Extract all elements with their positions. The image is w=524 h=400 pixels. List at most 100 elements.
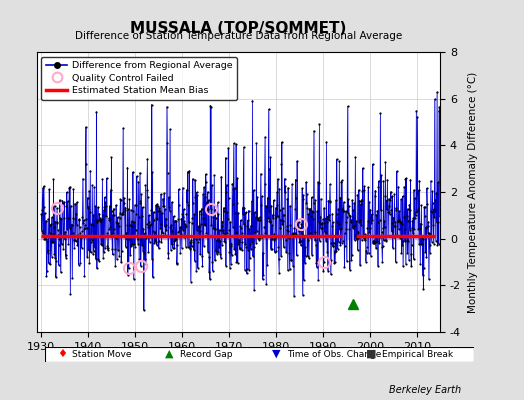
- Point: [192, 189, 201, 196]
- Point: [247, 246, 255, 252]
- Point: [277, 161, 286, 168]
- Point: [135, 214, 143, 220]
- Point: [255, 214, 264, 220]
- Point: [78, 244, 86, 251]
- Point: [189, 239, 198, 245]
- Point: [351, 221, 359, 228]
- Point: [212, 214, 220, 221]
- Point: [200, 184, 208, 190]
- Point: [428, 209, 436, 216]
- Point: [259, 272, 268, 278]
- Point: [122, 244, 130, 250]
- Point: [170, 245, 179, 251]
- Point: [275, 270, 283, 276]
- Point: [332, 156, 341, 163]
- Point: [175, 228, 183, 234]
- Point: [111, 263, 119, 269]
- Point: [320, 258, 328, 265]
- Point: [75, 217, 83, 224]
- Point: [296, 238, 304, 244]
- Point: [116, 196, 125, 202]
- Point: [413, 114, 422, 120]
- Point: [77, 232, 85, 239]
- Point: [313, 208, 321, 215]
- Point: [85, 260, 94, 266]
- Point: [356, 217, 365, 223]
- Point: [420, 264, 428, 271]
- Point: [203, 199, 211, 205]
- Point: [73, 242, 82, 248]
- Point: [435, 213, 444, 219]
- Point: [118, 211, 126, 217]
- Point: [368, 161, 377, 167]
- Point: [287, 257, 296, 264]
- Point: [325, 198, 334, 205]
- Point: [58, 197, 67, 204]
- Point: [208, 182, 216, 188]
- Point: [124, 265, 133, 272]
- Point: [254, 215, 262, 222]
- Point: [137, 236, 145, 243]
- Point: [406, 207, 414, 214]
- Point: [192, 236, 200, 242]
- Legend: Difference from Regional Average, Quality Control Failed, Estimated Station Mean: Difference from Regional Average, Qualit…: [41, 57, 237, 100]
- Point: [358, 237, 366, 244]
- Point: [406, 226, 414, 233]
- Point: [278, 139, 286, 145]
- Point: [429, 200, 437, 206]
- Point: [289, 231, 298, 237]
- Point: [105, 215, 113, 222]
- Point: [415, 178, 423, 184]
- Point: [238, 204, 247, 211]
- Point: [167, 241, 176, 248]
- Point: [104, 245, 113, 251]
- Point: [179, 226, 187, 233]
- Point: [95, 216, 104, 222]
- Point: [434, 219, 442, 225]
- Point: [275, 256, 283, 262]
- Point: [55, 236, 63, 242]
- Point: [348, 225, 357, 231]
- Point: [90, 184, 99, 190]
- Point: [350, 223, 358, 230]
- Point: [77, 234, 85, 241]
- Point: [318, 220, 326, 226]
- Point: [279, 218, 288, 224]
- Point: [212, 248, 220, 254]
- Point: [392, 168, 401, 175]
- Point: [95, 210, 103, 217]
- Point: [190, 247, 198, 253]
- Point: [44, 216, 52, 222]
- Point: [144, 224, 152, 230]
- Point: [131, 244, 139, 250]
- Point: [187, 243, 195, 250]
- Point: [299, 192, 308, 198]
- Point: [154, 208, 162, 214]
- Point: [64, 214, 73, 221]
- Point: [306, 206, 314, 212]
- Point: [41, 236, 49, 242]
- Point: [361, 234, 369, 241]
- Point: [116, 197, 125, 203]
- Point: [55, 242, 63, 249]
- Point: [340, 208, 348, 214]
- Point: [253, 228, 261, 234]
- Point: [239, 211, 247, 217]
- Point: [353, 236, 361, 242]
- Point: [389, 214, 397, 221]
- Point: [208, 259, 216, 266]
- Point: [45, 186, 53, 192]
- Point: [72, 221, 81, 228]
- Point: [188, 220, 196, 226]
- Point: [337, 178, 345, 185]
- Point: [284, 184, 292, 191]
- Point: [182, 211, 191, 218]
- Text: Time of Obs. Change: Time of Obs. Change: [287, 350, 381, 358]
- Point: [112, 202, 120, 208]
- Point: [191, 177, 199, 183]
- Point: [147, 221, 155, 227]
- Point: [209, 268, 217, 274]
- Point: [337, 240, 346, 246]
- Point: [320, 220, 329, 226]
- Point: [419, 236, 427, 242]
